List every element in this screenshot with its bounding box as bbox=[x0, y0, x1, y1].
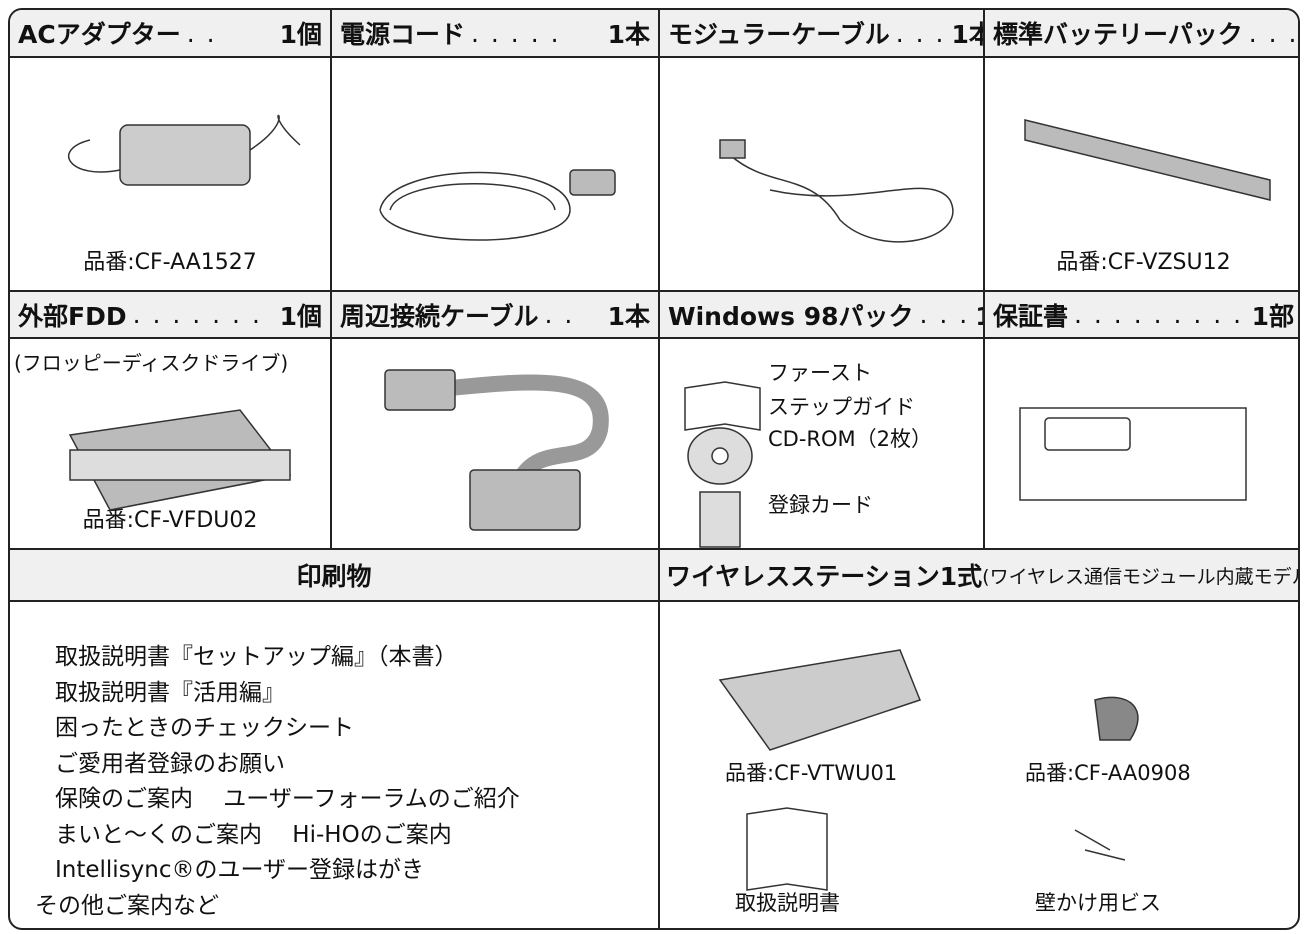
item-dots: . . . . . . . . . bbox=[1074, 300, 1244, 329]
wireless-item: 取扱説明書 bbox=[735, 891, 840, 915]
content-item: ステップガイド bbox=[768, 395, 915, 419]
content-item: CD-ROM（2枚） bbox=[768, 427, 933, 451]
printed-header: 印刷物 bbox=[10, 550, 660, 602]
printed-body: 取扱説明書『セットアップ編』（本書） 取扱説明書『活用編』困ったときのチェックシー… bbox=[10, 602, 660, 928]
part-number: 品番:CF-VFDU02 bbox=[82, 508, 258, 533]
accessory-sheet: ACアダプター. . 1個 品番:CF-AA1527 電源コード. . . . . 1本… bbox=[8, 8, 1300, 930]
printed-line: 取扱説明書『セットアップ編』（本書） bbox=[55, 644, 458, 670]
content-item: 登録カード bbox=[768, 493, 873, 517]
printed-line: その他ご案内など bbox=[35, 892, 219, 919]
item-dots: . . . . . . . bbox=[132, 300, 262, 329]
wireless-item: 壁かけ用ビス bbox=[1035, 891, 1161, 915]
item-quantity: 1個 bbox=[279, 301, 322, 331]
item-header: 電源コード. . . . . 1本 bbox=[332, 10, 660, 58]
part-number: 品番:CF-AA1527 bbox=[83, 250, 257, 275]
printed-line: 保険のご案内 ユーザーフォーラムのご紹介 bbox=[55, 786, 520, 812]
item-dots: . . . bbox=[919, 300, 970, 329]
item-name: 外部FDD bbox=[18, 301, 127, 331]
wireless-header: ワイヤレスステーション1式(ワイヤレス通信モジュール内蔵モデルのみ) bbox=[660, 550, 1298, 602]
item-header: 周辺接続ケーブル. . 1本 bbox=[332, 292, 660, 339]
wireless-item: 品番:CF-VTWU01 bbox=[725, 761, 898, 785]
item-body: (フロッピーディスクドライブ) 品番:CF-VFDU02 bbox=[10, 339, 332, 550]
item-dots: . . . bbox=[1248, 18, 1299, 48]
content-item: ファースト bbox=[768, 361, 872, 385]
item-body bbox=[332, 339, 660, 550]
item-name: 標準バッテリーパック bbox=[993, 20, 1243, 49]
item-quantity: 1個 bbox=[279, 20, 322, 49]
item-body: ファーストステップガイド CD-ROM（2枚） 登録カード bbox=[660, 339, 985, 550]
wireless-body: 品番:CF-VTWU01 品番:CF-AA0908 取扱説明書 壁かけ用ビス bbox=[660, 602, 1298, 928]
item-body bbox=[332, 58, 660, 292]
item-name: モジュラーケーブル bbox=[668, 20, 890, 49]
item-dots: . . . bbox=[895, 18, 946, 48]
item-dots: . . bbox=[186, 18, 217, 48]
printed-line: 取扱説明書『活用編』 bbox=[55, 679, 285, 706]
item-quantity: 1本 bbox=[607, 301, 650, 331]
item-header: 標準バッテリーパック. . .1個 bbox=[985, 10, 1299, 58]
item-header: 外部FDD. . . . . . . 1個 bbox=[10, 292, 332, 339]
printed-line: Intellisync®のユーザー登録はがき bbox=[55, 857, 425, 883]
item-name: Windows 98パック bbox=[668, 301, 914, 331]
item-name: 周辺接続ケーブル bbox=[340, 301, 539, 331]
illustrations bbox=[68, 114, 1271, 891]
item-header: 保証書. . . . . . . . . 1部 bbox=[985, 292, 1298, 339]
printed-title: 印刷物 bbox=[296, 562, 372, 591]
item-name: 保証書 bbox=[993, 301, 1069, 331]
printed-line: ご愛用者登録のお願い bbox=[55, 750, 285, 777]
wireless-note: (ワイヤレス通信モジュール内蔵モデルのみ) bbox=[982, 565, 1298, 588]
item-quantity: 1部 bbox=[1251, 301, 1294, 331]
item-name: ACアダプター bbox=[18, 20, 181, 49]
printed-line: まいと～くのご案内 Hi-HOのご案内 bbox=[55, 821, 452, 848]
item-body: 品番:CF-VZSU12 bbox=[985, 58, 1298, 292]
part-number: 品番:CF-VZSU12 bbox=[1056, 250, 1231, 275]
item-quantity: 1本 bbox=[607, 20, 650, 49]
item-note: (フロッピーディスクドライブ) bbox=[14, 351, 289, 375]
item-dots: . . . . . bbox=[471, 18, 561, 48]
item-header: モジュラーケーブル. . .1本 bbox=[660, 10, 985, 58]
item-dots: . . bbox=[544, 300, 575, 329]
wireless-item: 品番:CF-AA0908 bbox=[1025, 761, 1191, 785]
item-quantity: 1本 bbox=[951, 20, 984, 49]
item-body bbox=[985, 339, 1298, 550]
item-header: Windows 98パック. . .1部 bbox=[660, 292, 985, 339]
wireless-title: ワイヤレスステーション1式 bbox=[666, 562, 983, 591]
item-body: 品番:CF-AA1527 bbox=[10, 58, 332, 292]
item-name: 電源コード bbox=[340, 20, 466, 49]
item-body bbox=[660, 58, 985, 292]
printed-line: 困ったときのチェックシート bbox=[55, 715, 354, 741]
item-quantity: 1部 bbox=[975, 297, 983, 333]
item-header: ACアダプター. . 1個 bbox=[10, 10, 332, 58]
